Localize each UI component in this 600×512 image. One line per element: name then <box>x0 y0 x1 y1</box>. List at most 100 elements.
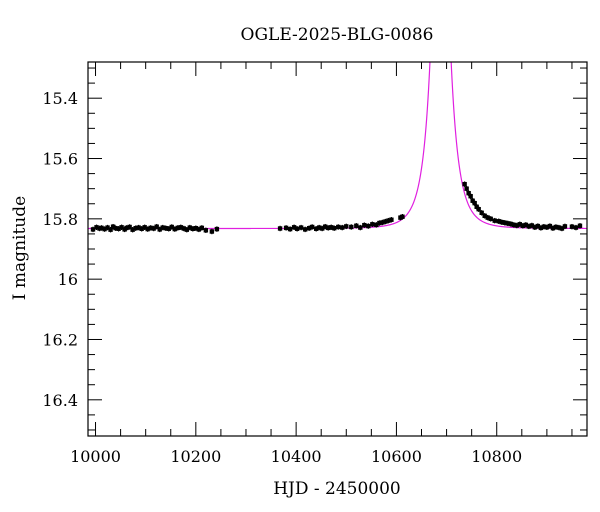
data-point <box>214 226 220 232</box>
data-point <box>358 224 363 231</box>
data-point <box>370 221 375 227</box>
data-point <box>108 226 113 233</box>
data-point <box>538 225 544 231</box>
data-point <box>94 224 99 230</box>
data-point <box>374 222 379 228</box>
data-point <box>529 222 535 229</box>
data-point <box>508 221 513 227</box>
y-axis-label: I magnitude <box>10 196 30 300</box>
y-tick-label: 15.6 <box>42 150 78 169</box>
data-point <box>113 225 118 231</box>
data-point <box>485 214 490 221</box>
data-point <box>556 224 562 231</box>
data-point <box>277 225 283 232</box>
data-point <box>175 225 180 231</box>
data-point <box>380 219 385 226</box>
data-point <box>464 185 469 192</box>
data-point <box>468 193 473 199</box>
data-point <box>105 224 110 231</box>
data-point <box>316 224 322 231</box>
data-point <box>550 225 556 231</box>
data-point <box>124 225 129 231</box>
y-tick-label: 16 <box>58 270 78 289</box>
data-point <box>553 224 559 230</box>
x-tick-label: 10000 <box>70 447 121 466</box>
y-tick-label: 16.2 <box>42 330 78 349</box>
data-point <box>142 224 147 230</box>
data-point <box>133 225 138 231</box>
data-point <box>349 224 354 230</box>
data-point <box>102 226 107 232</box>
data-point <box>196 226 202 233</box>
data-point <box>148 225 153 231</box>
data-point <box>110 223 116 230</box>
data-point <box>166 226 171 232</box>
axes: 10000 10200 10400 10600 10800 15.4 15.6 15.8 16 1… <box>42 61 588 466</box>
data-point <box>541 223 547 230</box>
data-point <box>127 224 132 230</box>
data-point <box>209 228 215 235</box>
data-point <box>313 226 319 232</box>
data-point <box>492 217 497 224</box>
data-point <box>99 225 104 231</box>
data-point <box>573 224 579 231</box>
data-point <box>199 225 205 231</box>
data-point <box>502 220 507 226</box>
data-point <box>362 222 367 228</box>
data-point <box>336 224 341 230</box>
data-point <box>151 225 156 232</box>
data-point <box>203 227 209 234</box>
x-tick-label: 10400 <box>271 447 322 466</box>
data-point <box>383 218 388 225</box>
data-point <box>532 224 538 230</box>
data-point <box>190 226 196 232</box>
data-point <box>569 223 575 230</box>
data-point <box>517 221 522 227</box>
data-point <box>163 225 168 231</box>
data-point <box>160 224 165 231</box>
data-point <box>526 223 532 230</box>
data-point <box>130 226 135 233</box>
data-point <box>294 226 300 232</box>
data-point <box>386 217 391 224</box>
data-point <box>520 223 526 229</box>
data-point <box>340 224 345 231</box>
data-point <box>298 224 304 231</box>
data-point <box>283 225 289 231</box>
data-point <box>514 222 519 229</box>
data-point <box>116 226 121 232</box>
data-point <box>488 216 493 222</box>
model-curve <box>88 62 587 230</box>
data-point <box>562 223 568 230</box>
x-tick-label: 10200 <box>170 447 221 466</box>
data-point <box>184 226 189 233</box>
data-point <box>366 223 371 229</box>
data-point <box>291 224 297 230</box>
data-point <box>306 225 312 231</box>
data-point <box>187 224 193 231</box>
y-tick-label: 16.4 <box>42 391 78 410</box>
data-point <box>482 213 487 219</box>
data-point <box>178 224 183 230</box>
data-point <box>332 225 337 231</box>
data-point <box>577 223 583 229</box>
data-point <box>559 225 565 232</box>
data-point <box>193 225 199 231</box>
data-point <box>479 210 484 216</box>
data-point <box>535 223 541 229</box>
data-point <box>523 222 529 228</box>
data-point <box>157 226 162 233</box>
data-point <box>323 223 328 230</box>
data-point <box>354 223 359 229</box>
data-point <box>309 224 315 230</box>
y-tick-label: 15.4 <box>42 89 78 108</box>
data-point <box>389 217 394 223</box>
data-point <box>511 222 516 228</box>
data-point <box>329 224 334 230</box>
data-point <box>499 219 504 225</box>
data-point <box>476 206 481 212</box>
data-point <box>90 226 96 233</box>
x-tick-label: 10600 <box>371 447 422 466</box>
data-point <box>377 220 382 226</box>
